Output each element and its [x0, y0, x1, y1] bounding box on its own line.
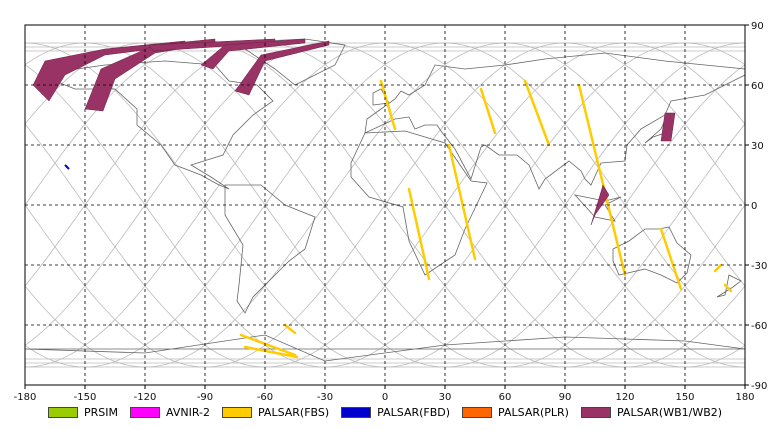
palsar-fbs-swath: [379, 79, 397, 131]
map-legend: PRSIM AVNIR-2 PALSAR(FBS) PALSAR(FBD) PA…: [0, 401, 770, 423]
y-tick-label: 90: [751, 21, 764, 32]
coastline: [364, 52, 746, 190]
legend-swatch-avnir2: [130, 406, 160, 418]
palsar-wb-swath: [234, 40, 330, 96]
palsar-wb-swath: [660, 112, 676, 142]
legend-item-palsar-wb: PALSAR(WB1/WB2): [580, 405, 723, 419]
palsar-fbs-swath: [243, 345, 299, 359]
legend-label-avnir2: AVNIR-2: [166, 405, 210, 419]
palsar-fbs-swath: [659, 227, 683, 291]
palsar-fbs-swath: [407, 187, 431, 281]
legend-label-prsim: PRSIM: [84, 405, 118, 419]
x-tick-label: -120: [134, 392, 157, 403]
palsar-wb-swath: [590, 184, 610, 226]
palsar-fbs-swath: [479, 87, 497, 135]
y-tick-label: -30: [751, 261, 767, 272]
legend-swatch-prsim: [48, 406, 78, 418]
x-tick-label: 180: [735, 392, 754, 403]
y-tick-label: 0: [751, 201, 757, 212]
palsar-fbs-swath: [447, 143, 477, 261]
legend-label-palsar-fbs: PALSAR(FBS): [257, 405, 330, 419]
legend-label-palsar-plr: PALSAR(PLR): [498, 405, 569, 419]
x-tick-label: 150: [675, 392, 694, 403]
graticule-grid: [25, 25, 745, 385]
coastline: [612, 226, 692, 284]
legend-item-palsar-plr: PALSAR(PLR): [462, 406, 569, 419]
legend-swatch-palsar-wb: [580, 406, 611, 418]
legend-swatch-palsar-fbs: [221, 406, 252, 418]
acquisition-swath-layer: [32, 38, 733, 359]
coastline: [48, 60, 274, 190]
y-tick-label: 30: [751, 141, 764, 152]
legend-item-palsar-fbd: PALSAR(FBD): [341, 406, 450, 419]
coastline: [244, 38, 346, 86]
y-tick-label: -90: [751, 381, 767, 392]
palsar-fbs-swath: [239, 333, 297, 357]
legend-item-avnir2: AVNIR-2: [130, 406, 210, 419]
palsar-fbs-swath: [713, 263, 723, 273]
palsar-fbd-swath: [64, 164, 70, 170]
x-tick-label: -180: [14, 392, 37, 403]
axis-tick-labels: -180 -150 -120 -90 -60 -30 0 30 60 90 120 150 180 90 6…: [14, 21, 768, 403]
legend-item-prsim: PRSIM: [48, 406, 118, 419]
legend-item-palsar-fbs: PALSAR(FBS): [221, 405, 330, 419]
x-tick-label: 60: [499, 392, 512, 403]
palsar-fbs-swath: [523, 79, 551, 147]
x-tick-label: -30: [317, 392, 333, 403]
x-tick-label: 0: [382, 392, 388, 403]
y-tick-label: 60: [751, 81, 764, 92]
palsar-fbs-swath: [723, 283, 733, 293]
x-tick-label: -60: [257, 392, 273, 403]
x-tick-label: -150: [74, 392, 97, 403]
legend-swatch-palsar-plr: [462, 406, 493, 418]
x-tick-label: 120: [615, 392, 634, 403]
legend-label-palsar-wb: PALSAR(WB1/WB2): [616, 405, 723, 419]
y-tick-label: -60: [751, 321, 767, 332]
legend-swatch-palsar-fbd: [341, 406, 372, 418]
x-tick-label: 90: [559, 392, 572, 403]
palsar-fbs-swath: [577, 83, 627, 277]
legend-label-palsar-fbd: PALSAR(FBD): [377, 405, 451, 419]
coastline: [372, 88, 390, 106]
palsar-wb-swath: [200, 38, 306, 70]
coastline: [350, 130, 488, 276]
coastline: [224, 184, 316, 314]
coastline: [716, 274, 742, 298]
x-tick-label: 30: [439, 392, 452, 403]
palsar-fbs-swath: [283, 323, 297, 335]
x-tick-label: -90: [197, 392, 213, 403]
